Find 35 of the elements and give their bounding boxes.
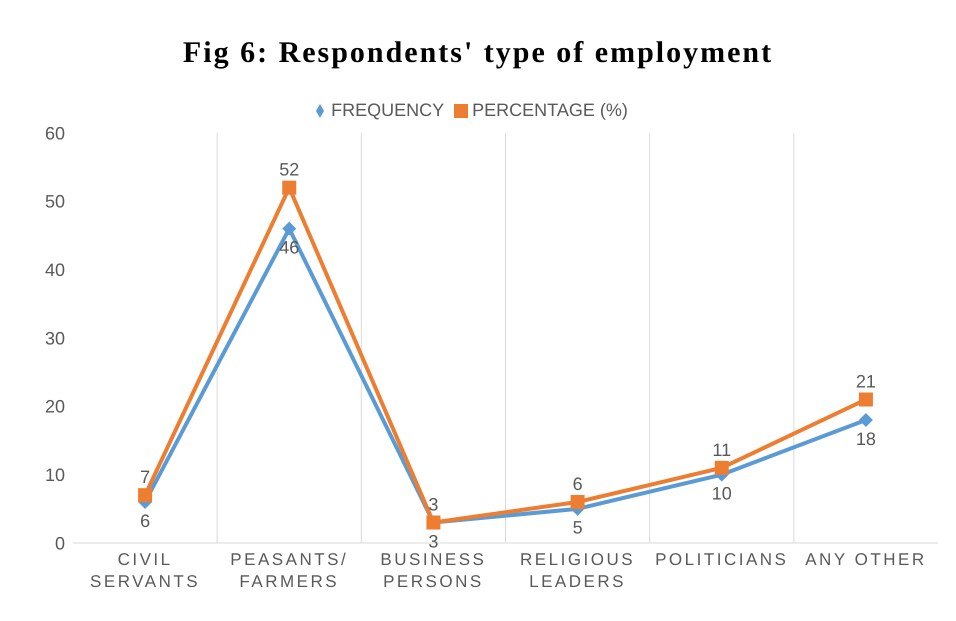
point	[858, 413, 873, 427]
x-tick-label: POLITICIANS	[655, 550, 788, 569]
x-tick-label: ANY OTHER	[805, 550, 927, 569]
point	[570, 495, 585, 509]
data-label: 7	[140, 467, 150, 488]
chart-title: Fig 6: Respondents' type of employment	[182, 36, 774, 70]
x-tick-label: CIVIL SERVANTS	[90, 550, 200, 591]
data-label: 21	[856, 372, 876, 392]
point	[282, 180, 296, 195]
x-tick-label: RELIGIOUS LEADERS	[520, 550, 636, 591]
point	[138, 488, 152, 502]
point	[714, 460, 729, 475]
legend-label: FREQUENCY	[331, 100, 444, 120]
y-tick-label: 20	[44, 396, 65, 417]
y-tick-label: 10	[44, 465, 65, 486]
point	[282, 222, 296, 236]
data-label: 3	[428, 531, 438, 552]
data-label: 10	[712, 483, 732, 504]
data-label: 52	[279, 160, 300, 180]
data-label: 46	[279, 237, 300, 258]
x-tick-label: PEASANTS/ FARMERS	[230, 550, 348, 591]
y-tick-label: 40	[44, 260, 65, 280]
y-tick-label: 50	[44, 192, 65, 212]
data-label: 11	[712, 440, 732, 460]
x-tick-label: BUSINESS PERSONS	[380, 550, 486, 591]
y-tick-label: 30	[44, 328, 65, 348]
y-tick-label: 0	[54, 533, 65, 554]
data-label: 6	[572, 474, 583, 494]
data-label: 5	[572, 518, 583, 538]
y-tick-label: 60	[44, 123, 65, 144]
data-label: 3	[428, 494, 438, 514]
legend-label: PERCENTAGE (%)	[472, 100, 628, 120]
data-label: 18	[856, 428, 876, 449]
point	[858, 392, 873, 406]
data-label: 6	[140, 510, 150, 531]
